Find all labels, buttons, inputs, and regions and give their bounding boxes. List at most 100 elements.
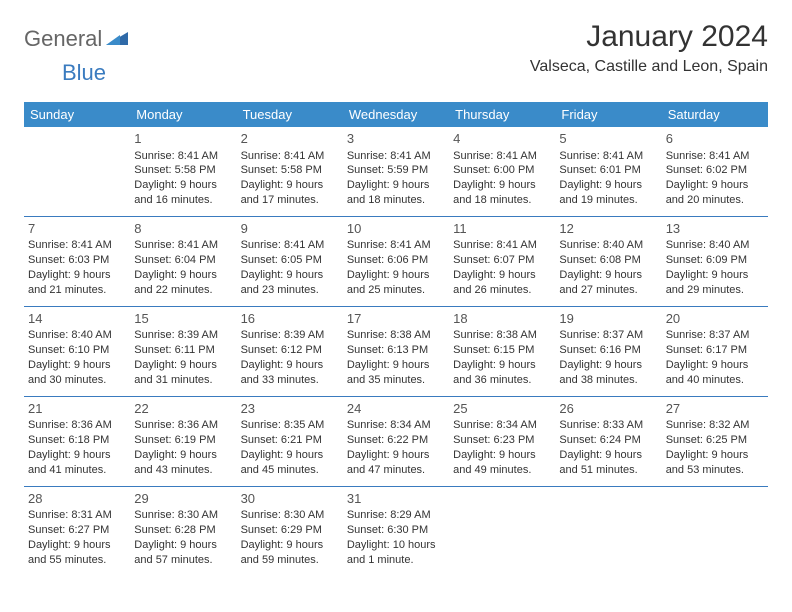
- day-number: 2: [241, 130, 339, 148]
- calendar-cell: 26Sunrise: 8:33 AMSunset: 6:24 PMDayligh…: [555, 396, 661, 486]
- daylight-text: and 22 minutes.: [134, 283, 232, 298]
- calendar-cell: 30Sunrise: 8:30 AMSunset: 6:29 PMDayligh…: [237, 486, 343, 575]
- daylight-text: and 31 minutes.: [134, 373, 232, 388]
- sunset-text: Sunset: 6:19 PM: [134, 433, 232, 448]
- sunset-text: Sunset: 6:05 PM: [241, 253, 339, 268]
- sunset-text: Sunset: 6:06 PM: [347, 253, 445, 268]
- day-number: 22: [134, 400, 232, 418]
- daylight-text: and 30 minutes.: [28, 373, 126, 388]
- daylight-text: and 25 minutes.: [347, 283, 445, 298]
- sunset-text: Sunset: 6:12 PM: [241, 343, 339, 358]
- sunrise-text: Sunrise: 8:37 AM: [559, 328, 657, 343]
- daylight-text: and 1 minute.: [347, 553, 445, 568]
- daylight-text: and 40 minutes.: [666, 373, 764, 388]
- day-number: 30: [241, 490, 339, 508]
- sunrise-text: Sunrise: 8:40 AM: [28, 328, 126, 343]
- daylight-text: Daylight: 9 hours: [241, 358, 339, 373]
- sunrise-text: Sunrise: 8:34 AM: [347, 418, 445, 433]
- calendar-cell: 5Sunrise: 8:41 AMSunset: 6:01 PMDaylight…: [555, 127, 661, 216]
- daylight-text: and 23 minutes.: [241, 283, 339, 298]
- sunrise-text: Sunrise: 8:37 AM: [666, 328, 764, 343]
- sunrise-text: Sunrise: 8:41 AM: [666, 149, 764, 164]
- sunrise-text: Sunrise: 8:41 AM: [453, 149, 551, 164]
- calendar-cell: 1Sunrise: 8:41 AMSunset: 5:58 PMDaylight…: [130, 127, 236, 216]
- sunrise-text: Sunrise: 8:36 AM: [28, 418, 126, 433]
- calendar-cell: 9Sunrise: 8:41 AMSunset: 6:05 PMDaylight…: [237, 216, 343, 306]
- calendar-cell: 31Sunrise: 8:29 AMSunset: 6:30 PMDayligh…: [343, 486, 449, 575]
- daylight-text: and 17 minutes.: [241, 193, 339, 208]
- day-number: 28: [28, 490, 126, 508]
- sunset-text: Sunset: 6:13 PM: [347, 343, 445, 358]
- sunrise-text: Sunrise: 8:30 AM: [241, 508, 339, 523]
- daylight-text: Daylight: 9 hours: [559, 178, 657, 193]
- logo-text-general: General: [24, 26, 102, 52]
- sunrise-text: Sunrise: 8:41 AM: [347, 238, 445, 253]
- daylight-text: Daylight: 9 hours: [559, 268, 657, 283]
- calendar-cell: 21Sunrise: 8:36 AMSunset: 6:18 PMDayligh…: [24, 396, 130, 486]
- daylight-text: Daylight: 9 hours: [347, 268, 445, 283]
- daylight-text: and 36 minutes.: [453, 373, 551, 388]
- calendar-row: 7Sunrise: 8:41 AMSunset: 6:03 PMDaylight…: [24, 216, 768, 306]
- sunset-text: Sunset: 6:10 PM: [28, 343, 126, 358]
- daylight-text: Daylight: 9 hours: [134, 448, 232, 463]
- day-number: 19: [559, 310, 657, 328]
- sunset-text: Sunset: 6:01 PM: [559, 163, 657, 178]
- sunset-text: Sunset: 5:58 PM: [134, 163, 232, 178]
- calendar-body: 1Sunrise: 8:41 AMSunset: 5:58 PMDaylight…: [24, 127, 768, 576]
- daylight-text: and 57 minutes.: [134, 553, 232, 568]
- daylight-text: Daylight: 9 hours: [666, 358, 764, 373]
- calendar-cell: 23Sunrise: 8:35 AMSunset: 6:21 PMDayligh…: [237, 396, 343, 486]
- daylight-text: and 16 minutes.: [134, 193, 232, 208]
- sunset-text: Sunset: 6:29 PM: [241, 523, 339, 538]
- sunset-text: Sunset: 6:15 PM: [453, 343, 551, 358]
- daylight-text: Daylight: 9 hours: [241, 268, 339, 283]
- day-header: Tuesday: [237, 102, 343, 127]
- page-title: January 2024: [530, 20, 768, 54]
- sunset-text: Sunset: 6:24 PM: [559, 433, 657, 448]
- sunset-text: Sunset: 6:21 PM: [241, 433, 339, 448]
- daylight-text: and 47 minutes.: [347, 463, 445, 478]
- day-number: 17: [347, 310, 445, 328]
- sunset-text: Sunset: 6:02 PM: [666, 163, 764, 178]
- calendar-cell: [555, 486, 661, 575]
- daylight-text: and 41 minutes.: [28, 463, 126, 478]
- calendar-cell: 2Sunrise: 8:41 AMSunset: 5:58 PMDaylight…: [237, 127, 343, 216]
- logo: General: [24, 20, 112, 52]
- sunrise-text: Sunrise: 8:32 AM: [666, 418, 764, 433]
- daylight-text: and 33 minutes.: [241, 373, 339, 388]
- day-number: 25: [453, 400, 551, 418]
- sunrise-text: Sunrise: 8:41 AM: [241, 149, 339, 164]
- daylight-text: Daylight: 9 hours: [453, 178, 551, 193]
- calendar-row: 21Sunrise: 8:36 AMSunset: 6:18 PMDayligh…: [24, 396, 768, 486]
- calendar-row: 14Sunrise: 8:40 AMSunset: 6:10 PMDayligh…: [24, 306, 768, 396]
- day-header: Sunday: [24, 102, 130, 127]
- sunset-text: Sunset: 6:16 PM: [559, 343, 657, 358]
- daylight-text: Daylight: 9 hours: [559, 448, 657, 463]
- calendar-cell: 19Sunrise: 8:37 AMSunset: 6:16 PMDayligh…: [555, 306, 661, 396]
- calendar-cell: [449, 486, 555, 575]
- calendar-cell: 24Sunrise: 8:34 AMSunset: 6:22 PMDayligh…: [343, 396, 449, 486]
- day-number: 31: [347, 490, 445, 508]
- sunset-text: Sunset: 6:22 PM: [347, 433, 445, 448]
- daylight-text: and 20 minutes.: [666, 193, 764, 208]
- calendar-cell: [662, 486, 768, 575]
- sunrise-text: Sunrise: 8:39 AM: [241, 328, 339, 343]
- daylight-text: Daylight: 9 hours: [453, 448, 551, 463]
- day-number: 23: [241, 400, 339, 418]
- daylight-text: Daylight: 9 hours: [347, 358, 445, 373]
- daylight-text: Daylight: 9 hours: [134, 358, 232, 373]
- day-number: 13: [666, 220, 764, 238]
- daylight-text: Daylight: 9 hours: [134, 268, 232, 283]
- sunrise-text: Sunrise: 8:41 AM: [134, 149, 232, 164]
- sunset-text: Sunset: 6:00 PM: [453, 163, 551, 178]
- daylight-text: and 51 minutes.: [559, 463, 657, 478]
- sunset-text: Sunset: 6:11 PM: [134, 343, 232, 358]
- sunrise-text: Sunrise: 8:38 AM: [347, 328, 445, 343]
- calendar-cell: 12Sunrise: 8:40 AMSunset: 6:08 PMDayligh…: [555, 216, 661, 306]
- day-number: 15: [134, 310, 232, 328]
- day-header: Monday: [130, 102, 236, 127]
- calendar-cell: 20Sunrise: 8:37 AMSunset: 6:17 PMDayligh…: [662, 306, 768, 396]
- daylight-text: and 18 minutes.: [453, 193, 551, 208]
- daylight-text: and 43 minutes.: [134, 463, 232, 478]
- sunset-text: Sunset: 6:04 PM: [134, 253, 232, 268]
